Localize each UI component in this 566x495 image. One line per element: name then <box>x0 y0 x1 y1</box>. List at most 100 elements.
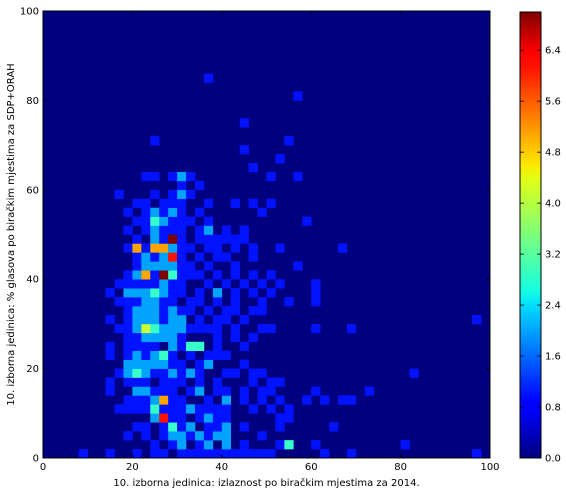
heatmap-cell <box>194 297 205 307</box>
heatmap-cell <box>212 449 223 459</box>
heatmap-cell <box>123 279 133 289</box>
heatmap-cell <box>293 91 303 101</box>
heatmap-cell <box>186 422 196 432</box>
colorbar-tick-label: 6.4 <box>545 46 561 57</box>
heatmap-cell <box>150 136 160 146</box>
heatmap-cell <box>275 377 285 387</box>
heatmap-cell <box>168 395 178 405</box>
heatmap-cell <box>141 198 151 208</box>
heatmap-cell <box>275 154 285 164</box>
heatmap-cell <box>239 118 249 128</box>
heatmap-cell <box>203 261 214 271</box>
heatmap-cell <box>194 314 205 325</box>
heatmap-cell <box>150 449 160 459</box>
heatmap-cell <box>132 297 142 307</box>
heatmap-cell <box>141 243 151 253</box>
heatmap-cell <box>123 306 133 316</box>
heatmap-cell <box>123 225 133 235</box>
heatmap-cell <box>168 422 178 432</box>
heatmap-cell <box>141 377 151 387</box>
heatmap-cell <box>311 386 321 396</box>
heatmap-cell <box>141 404 151 414</box>
heatmap-cell <box>132 332 142 343</box>
heatmap-cell <box>257 279 267 289</box>
heatmap-cell <box>141 171 151 182</box>
heatmap-cell <box>150 306 160 316</box>
heatmap-cell <box>132 395 142 405</box>
heatmap-cell <box>203 413 214 423</box>
heatmap-cell <box>132 404 142 414</box>
heatmap-cell <box>105 350 115 360</box>
heatmap-cell <box>203 404 214 414</box>
heatmap-cell <box>168 279 178 289</box>
heatmap-cell <box>114 323 124 334</box>
heatmap-cell <box>266 288 276 298</box>
heatmap-cell <box>293 171 303 182</box>
heatmap-cell <box>168 341 178 352</box>
heatmap-cell <box>150 207 160 217</box>
heatmap-cell <box>150 341 160 352</box>
heatmap-cell <box>221 368 232 378</box>
heatmap-cell <box>275 422 285 432</box>
heatmap-cell <box>221 431 232 441</box>
heatmap-cell <box>239 225 249 235</box>
heatmap-cell <box>114 279 124 289</box>
heatmap-cell <box>266 404 276 414</box>
heatmap-cell <box>150 171 160 182</box>
heatmap-cell <box>472 449 482 459</box>
heatmap-cell <box>132 314 142 325</box>
heatmap-cell <box>150 359 160 369</box>
heatmap-cell <box>239 395 249 405</box>
y-tick-label: 20 <box>26 364 39 375</box>
heatmap-cell <box>266 270 276 280</box>
heatmap-cell <box>177 243 187 253</box>
heatmap-cell <box>284 136 294 146</box>
heatmap-cell <box>194 234 205 244</box>
heatmap-cell <box>132 306 142 316</box>
heatmap-cell <box>141 323 151 334</box>
heatmap-cell <box>230 368 240 378</box>
heatmap-cell <box>203 216 214 226</box>
heatmap-cell <box>186 404 196 414</box>
heatmap-cell <box>239 449 249 459</box>
heatmap-cell <box>141 297 151 307</box>
heatmap-cell <box>248 306 258 316</box>
heatmap-cell <box>194 180 205 191</box>
heatmap-cell <box>186 368 196 378</box>
heatmap-cell <box>248 162 258 173</box>
heatmap-cell <box>177 422 187 432</box>
heatmap-cell <box>221 422 232 432</box>
heatmap-cell <box>248 368 258 378</box>
heatmap-cell <box>194 413 205 423</box>
heatmap-cell <box>159 207 169 217</box>
heatmap-cell <box>311 323 321 334</box>
heatmap-cell <box>203 225 214 235</box>
colorbar <box>519 11 542 459</box>
heatmap-cell <box>141 350 151 360</box>
heatmap-cell <box>212 297 223 307</box>
colorbar-tick-label: 1.6 <box>545 352 561 363</box>
heatmap-cell <box>132 350 142 360</box>
heatmap-cell <box>248 288 258 298</box>
heatmap-cell <box>150 440 160 450</box>
heatmap-cell <box>177 341 187 352</box>
heatmap-cell <box>123 431 133 441</box>
heatmap-cell <box>186 323 196 334</box>
heatmap-cell <box>239 314 249 325</box>
heatmap-cell <box>141 431 151 441</box>
heatmap-cell <box>257 368 267 378</box>
heatmap-cell <box>159 449 169 459</box>
heatmap-cell <box>239 279 249 289</box>
heatmap-cell <box>194 431 205 441</box>
heatmap-cell <box>203 422 214 432</box>
heatmap-cell <box>132 341 142 352</box>
heatmap-cell <box>159 252 169 262</box>
x-tick-label: 80 <box>394 462 407 473</box>
heatmap-cell <box>141 368 151 378</box>
colorbar-tick-label: 4.0 <box>545 199 561 210</box>
heatmap-cell <box>168 225 178 235</box>
heatmap-cell <box>159 368 169 378</box>
heatmap-cell <box>177 207 187 217</box>
heatmap-cell <box>168 270 178 280</box>
